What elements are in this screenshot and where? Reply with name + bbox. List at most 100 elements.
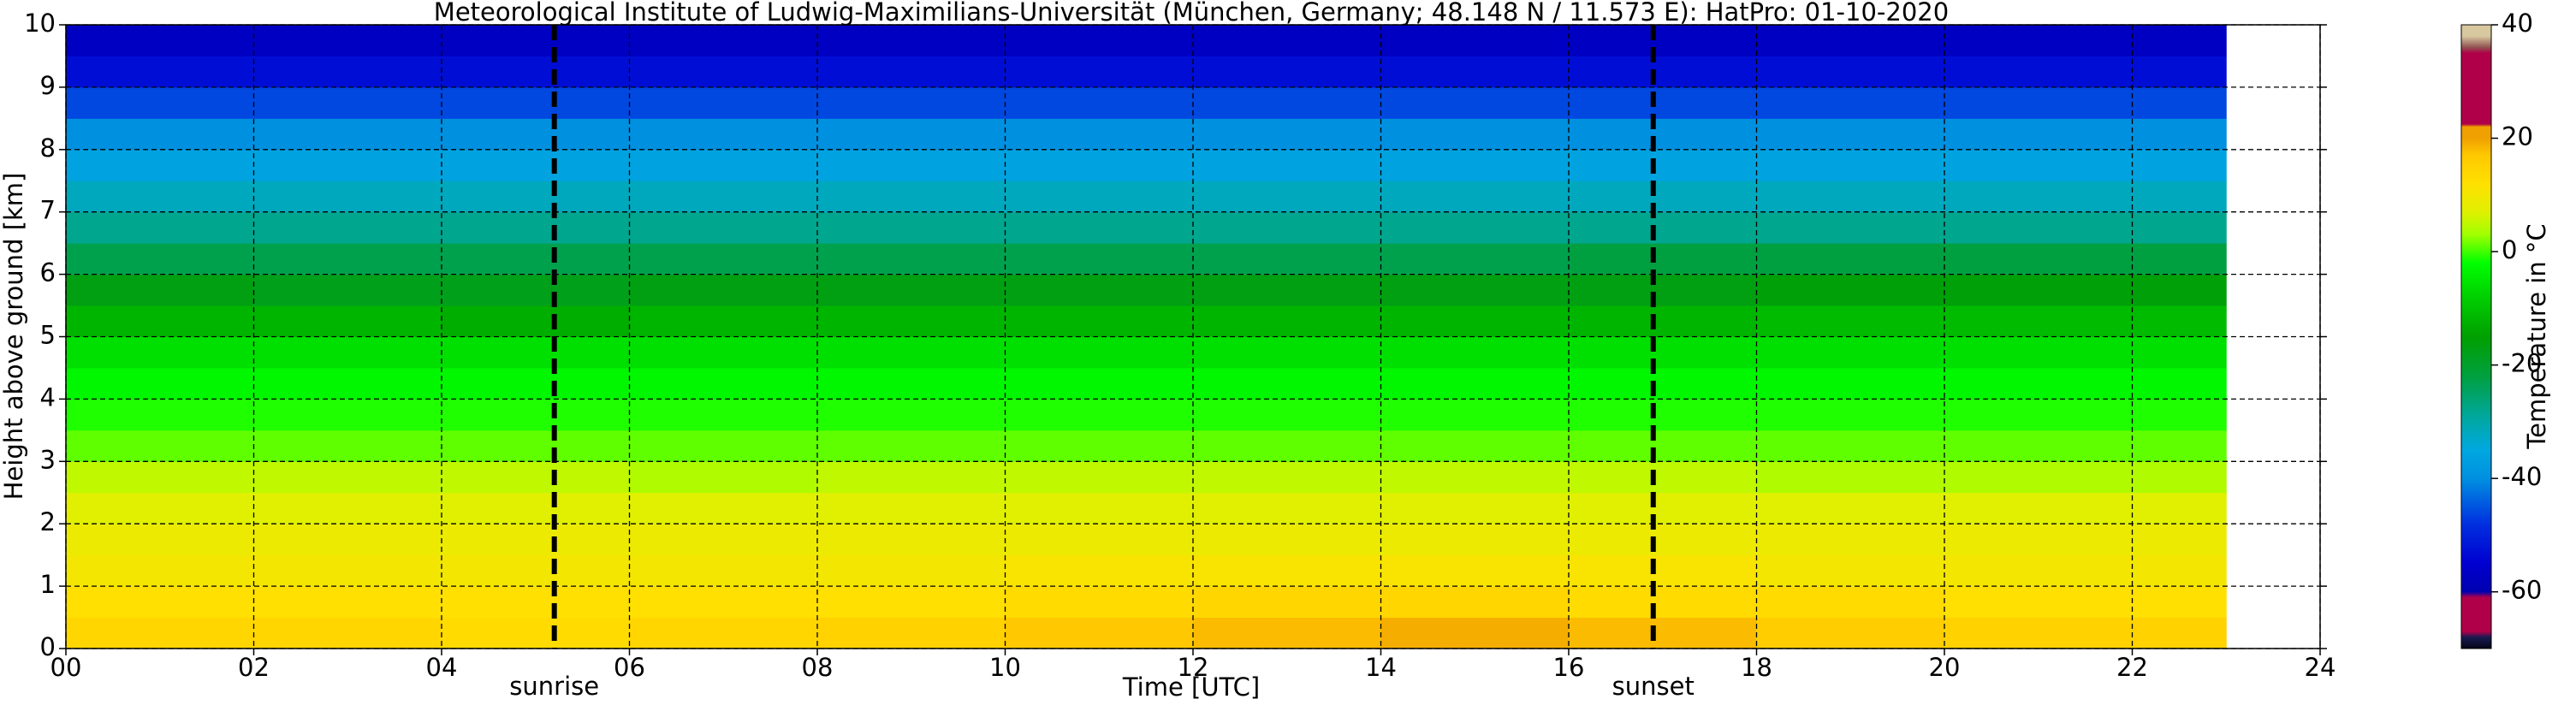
heatmap-cell (629, 118, 818, 151)
heatmap-cell (1193, 492, 1381, 524)
heatmap-cell (66, 243, 254, 275)
heatmap-cell (1380, 524, 1570, 556)
heatmap-cell (1569, 554, 1757, 587)
heatmap-cell (629, 617, 818, 649)
heatmap-cell (1756, 56, 1945, 88)
heatmap-cell (66, 461, 254, 494)
heatmap-cell (2132, 56, 2227, 88)
heatmap-cell (1193, 461, 1381, 494)
heatmap-cell (1005, 181, 1194, 213)
heatmap-cell (1005, 399, 1194, 431)
heatmap-cell (2132, 305, 2227, 337)
heatmap-cell (442, 274, 630, 306)
heatmap-cell (1193, 181, 1381, 213)
heatmap-cell (1005, 430, 1194, 462)
heatmap-cell (1193, 274, 1381, 306)
heatmap-cell (1569, 336, 1757, 369)
annotation-label: sunset (1612, 672, 1695, 701)
heatmap-cell (1569, 86, 1757, 119)
heatmap-cell (1569, 149, 1757, 181)
heatmap-cell (66, 492, 254, 524)
heatmap-cell (1944, 56, 2133, 88)
heatmap-cell (1569, 243, 1757, 275)
heatmap-cell (1005, 56, 1194, 88)
heatmap-cell (2132, 430, 2227, 462)
heatmap-cell (442, 554, 630, 587)
colorbar-tick-label: -20 (2502, 349, 2542, 378)
heatmap-cell (253, 554, 442, 587)
heatmap-cell (1756, 274, 1945, 306)
heatmap-cell (1756, 461, 1945, 494)
colorbar-tick-label: 40 (2502, 9, 2533, 38)
y-tick-label: 10 (24, 9, 56, 38)
heatmap-cell (2132, 181, 2227, 213)
heatmap-cell (2132, 25, 2227, 56)
heatmap-cell (1944, 399, 2133, 431)
heatmap-cell (66, 274, 254, 306)
heatmap-cell (66, 399, 254, 431)
heatmap-cell (2132, 399, 2227, 431)
heatmap-cell (1193, 617, 1381, 649)
y-tick-label: 2 (40, 507, 56, 536)
heatmap-cell (1944, 554, 2133, 587)
heatmap-cell (817, 243, 1006, 275)
heatmap-cell (66, 586, 254, 619)
heatmap-cell (2132, 586, 2227, 619)
heatmap-cell (442, 336, 630, 369)
heatmap-cell (1193, 86, 1381, 119)
heatmap-cell (629, 274, 818, 306)
colorbar-tick-label: 20 (2502, 122, 2533, 151)
heatmap-cell (1944, 243, 2133, 275)
heatmap-cell (1005, 367, 1194, 400)
heatmap-cell (66, 305, 254, 337)
heatmap-cell (1005, 554, 1194, 587)
heatmap-cell (1005, 211, 1194, 244)
heatmap-cell (629, 25, 818, 56)
heatmap-cell (2132, 274, 2227, 306)
heatmap-cell (1756, 430, 1945, 462)
heatmap-cell (1193, 524, 1381, 556)
heatmap-cell (1380, 25, 1570, 56)
heatmap-cell (1005, 118, 1194, 151)
heatmap-cell (1569, 492, 1757, 524)
heatmap-cell (66, 430, 254, 462)
heatmap-cell (1380, 274, 1570, 306)
heatmap-cell (1944, 181, 2133, 213)
heatmap-cell (1380, 399, 1570, 431)
heatmap-cell (629, 211, 818, 244)
colorbar-tick-label: -40 (2502, 462, 2542, 491)
y-tick-label: 4 (40, 382, 56, 412)
heatmap-cell (1756, 211, 1945, 244)
y-tick-label: 5 (40, 321, 56, 350)
heatmap-cell (442, 617, 630, 649)
heatmap-cell (1005, 336, 1194, 369)
heatmap-cell (817, 86, 1006, 119)
heatmap-cell (1380, 586, 1570, 619)
x-tick-label: 02 (238, 653, 270, 682)
heatmap-cell (1569, 461, 1757, 494)
chart-title: Meteorological Institute of Ludwig-Maxim… (434, 0, 1949, 27)
heatmap-cell (1569, 305, 1757, 337)
heatmap-cell (1756, 25, 1945, 56)
heatmap-cell (817, 211, 1006, 244)
heatmap-cell (1193, 554, 1381, 587)
heatmap-cell (1944, 86, 2133, 119)
heatmap-cell (442, 149, 630, 181)
heatmap-cell (1005, 25, 1194, 56)
heatmap-cell (1380, 305, 1570, 337)
colorbar (2460, 24, 2492, 649)
x-axis-label: Time [UTC] (1122, 672, 1260, 702)
heatmap-cell (66, 524, 254, 556)
heatmap-cell (1380, 492, 1570, 524)
heatmap-cell (1380, 367, 1570, 400)
heatmap-cell (253, 617, 442, 649)
y-tick-label: 3 (40, 445, 56, 474)
heatmap-cell (253, 211, 442, 244)
heatmap-cell (1569, 399, 1757, 431)
heatmap-cell (1756, 586, 1945, 619)
heatmap-cell (253, 430, 442, 462)
heatmap-cell (253, 149, 442, 181)
heatmap-cell (1569, 118, 1757, 151)
heatmap-cell (817, 586, 1006, 619)
heatmap-cell (1944, 149, 2133, 181)
